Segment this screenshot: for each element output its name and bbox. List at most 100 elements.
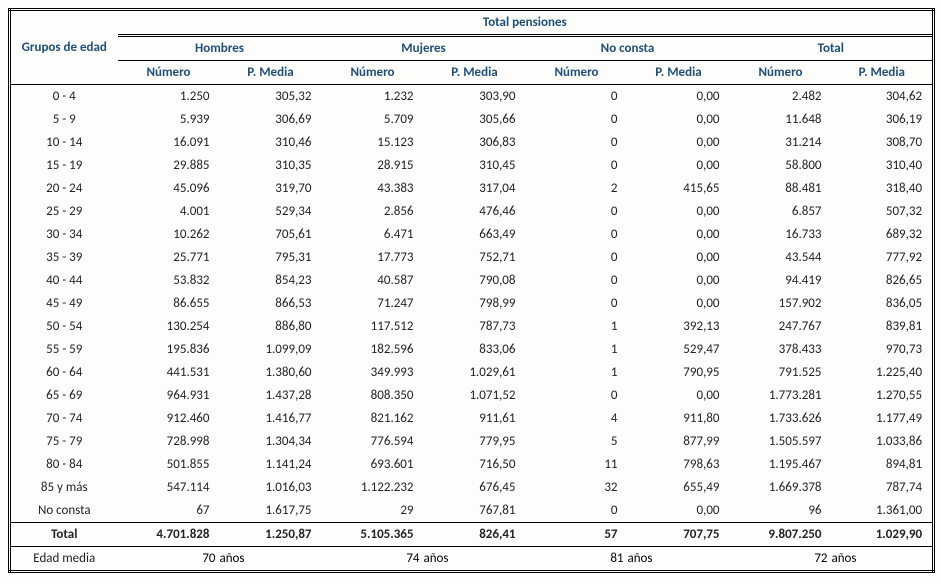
- data-cell: 303,90: [424, 85, 526, 109]
- row-header: Grupos de edad: [10, 10, 118, 85]
- table-row: 40 - 4453.832854,2340.587790,0800,0094.4…: [10, 269, 934, 292]
- data-cell: 4.001: [118, 200, 220, 223]
- data-cell: 0: [526, 200, 628, 223]
- table-row: 0 - 41.250305,321.232303,9000,002.482304…: [10, 85, 934, 109]
- data-cell: 0: [526, 292, 628, 315]
- age-group-label: 55 - 59: [10, 338, 118, 361]
- age-group-label: 80 - 84: [10, 453, 118, 476]
- age-group-label: 20 - 24: [10, 177, 118, 200]
- data-cell: 304,62: [832, 85, 934, 109]
- data-cell: 318,40: [832, 177, 934, 200]
- data-cell: 839,81: [832, 315, 934, 338]
- table-row: 45 - 4986.655866,5371.247798,9900,00157.…: [10, 292, 934, 315]
- data-cell: 529,34: [220, 200, 322, 223]
- data-cell: 1.669.378: [730, 476, 832, 499]
- data-cell: 0: [526, 246, 628, 269]
- table-header: Grupos de edad Total pensiones HombresMu…: [10, 10, 934, 85]
- data-cell: 0: [526, 85, 628, 109]
- data-cell: 15.123: [322, 131, 424, 154]
- data-cell: 247.767: [730, 315, 832, 338]
- total-row: Total4.701.8281.250,875.105.365826,41577…: [10, 523, 934, 547]
- data-cell: 4: [526, 407, 628, 430]
- data-cell: 1.617,75: [220, 499, 322, 523]
- data-cell: 306,69: [220, 108, 322, 131]
- data-cell: 415,65: [628, 177, 730, 200]
- age-group-label: 70 - 74: [10, 407, 118, 430]
- data-cell: 43.383: [322, 177, 424, 200]
- data-cell: 791.525: [730, 361, 832, 384]
- data-cell: 0,00: [628, 108, 730, 131]
- data-cell: 195.836: [118, 338, 220, 361]
- data-cell: 0: [526, 154, 628, 177]
- data-cell: 5: [526, 430, 628, 453]
- data-cell: 0: [526, 499, 628, 523]
- data-cell: 94.419: [730, 269, 832, 292]
- data-cell: 790,08: [424, 269, 526, 292]
- data-cell: 0: [526, 269, 628, 292]
- data-cell: 836,05: [832, 292, 934, 315]
- total-cell: 1.250,87: [220, 523, 322, 547]
- data-cell: 877,99: [628, 430, 730, 453]
- data-cell: 0,00: [628, 131, 730, 154]
- age-group-label: 15 - 19: [10, 154, 118, 177]
- data-cell: 866,53: [220, 292, 322, 315]
- data-cell: 310,35: [220, 154, 322, 177]
- data-cell: 2.482: [730, 85, 832, 109]
- data-cell: 798,99: [424, 292, 526, 315]
- table-row: 35 - 3925.771795,3117.773752,7100,0043.5…: [10, 246, 934, 269]
- sub-header: Número: [118, 61, 220, 85]
- table-row: 5 - 95.939306,695.709305,6600,0011.64830…: [10, 108, 934, 131]
- data-cell: 441.531: [118, 361, 220, 384]
- data-cell: 45.096: [118, 177, 220, 200]
- data-cell: 529,47: [628, 338, 730, 361]
- sub-header: Número: [730, 61, 832, 85]
- data-cell: 798,63: [628, 453, 730, 476]
- edad-media-unit: años: [628, 547, 730, 572]
- total-cell: 9.807.250: [730, 523, 832, 547]
- table-row: 20 - 2445.096319,7043.383317,042415,6588…: [10, 177, 934, 200]
- age-group-label: 75 - 79: [10, 430, 118, 453]
- data-cell: 305,32: [220, 85, 322, 109]
- data-cell: 886,80: [220, 315, 322, 338]
- data-cell: 1.304,34: [220, 430, 322, 453]
- data-cell: 547.114: [118, 476, 220, 499]
- data-cell: 1.270,55: [832, 384, 934, 407]
- data-cell: 676,45: [424, 476, 526, 499]
- data-cell: 0: [526, 223, 628, 246]
- edad-media-label: Edad media: [10, 547, 118, 572]
- data-cell: 0: [526, 108, 628, 131]
- data-cell: 1.122.232: [322, 476, 424, 499]
- edad-media-value: 70: [118, 547, 220, 572]
- data-cell: 752,71: [424, 246, 526, 269]
- data-cell: 833,06: [424, 338, 526, 361]
- data-cell: 1.071,52: [424, 384, 526, 407]
- sub-header: P. Media: [628, 61, 730, 85]
- data-cell: 310,45: [424, 154, 526, 177]
- pensions-table: Grupos de edad Total pensiones HombresMu…: [8, 8, 935, 573]
- data-cell: 912.460: [118, 407, 220, 430]
- sub-header: Número: [322, 61, 424, 85]
- data-cell: 40.587: [322, 269, 424, 292]
- data-cell: 1: [526, 338, 628, 361]
- data-cell: 319,70: [220, 177, 322, 200]
- data-cell: 0: [526, 131, 628, 154]
- data-cell: 310,46: [220, 131, 322, 154]
- data-cell: 28.915: [322, 154, 424, 177]
- data-cell: 1.141,24: [220, 453, 322, 476]
- data-cell: 86.655: [118, 292, 220, 315]
- data-cell: 1.505.597: [730, 430, 832, 453]
- data-cell: 964.931: [118, 384, 220, 407]
- data-cell: 157.902: [730, 292, 832, 315]
- data-cell: 392,13: [628, 315, 730, 338]
- data-cell: 689,32: [832, 223, 934, 246]
- data-cell: 501.855: [118, 453, 220, 476]
- data-cell: 0,00: [628, 292, 730, 315]
- data-cell: 787,73: [424, 315, 526, 338]
- age-group-label: 60 - 64: [10, 361, 118, 384]
- data-cell: 43.544: [730, 246, 832, 269]
- data-cell: 317,04: [424, 177, 526, 200]
- data-cell: 32: [526, 476, 628, 499]
- data-cell: 306,19: [832, 108, 934, 131]
- group-header: Total: [730, 36, 934, 61]
- data-cell: 787,74: [832, 476, 934, 499]
